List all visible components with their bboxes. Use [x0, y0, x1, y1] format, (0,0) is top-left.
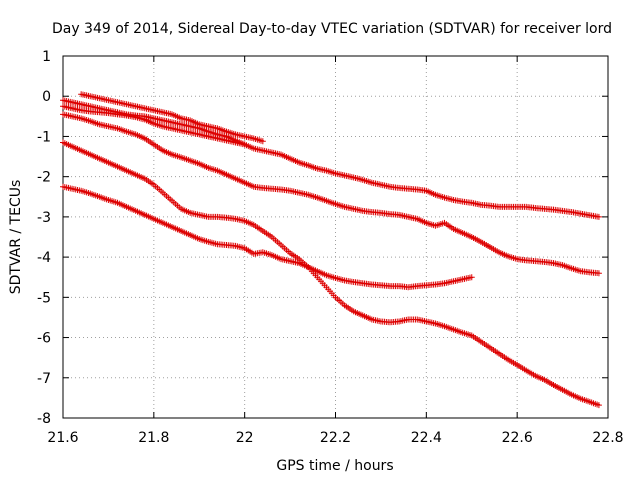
- x-tick-label: 22: [236, 430, 254, 446]
- series-track-f: [60, 183, 475, 291]
- data-point: [468, 274, 475, 281]
- chart-title: Day 349 of 2014, Sidereal Day-to-day VTE…: [52, 21, 612, 37]
- x-axis-label: GPS time / hours: [276, 458, 393, 474]
- data-point: [259, 138, 266, 145]
- y-tick-label: -7: [37, 371, 51, 387]
- y-tick-label: -5: [37, 290, 51, 306]
- x-tick-label: 22.4: [411, 430, 442, 446]
- series-track-c: [60, 111, 602, 277]
- series-track-b: [60, 97, 602, 220]
- y-tick-label: -6: [37, 331, 51, 347]
- x-tick-label: 21.6: [47, 430, 78, 446]
- y-tick-label: -8: [37, 411, 51, 427]
- x-tick-label: 21.8: [138, 430, 169, 446]
- series-track-e: [60, 139, 602, 409]
- data-series: [60, 91, 602, 409]
- series-track-a: [78, 91, 266, 145]
- data-point: [241, 141, 248, 148]
- y-tick-label: -3: [37, 210, 51, 226]
- x-tick-label: 22.6: [502, 430, 533, 446]
- y-tick-label: -1: [37, 129, 51, 145]
- y-tick-label: 1: [42, 49, 51, 65]
- data-point: [595, 213, 602, 220]
- axis-ticks: 21.6 21.8 22 22.2 22.4 22.6 22.8 1 0 -1 -2 -3 -4 -5 -6…: [37, 49, 624, 446]
- y-axis-label: SDTVAR / TECUs: [8, 180, 24, 295]
- y-tick-label: -4: [37, 250, 51, 266]
- series-track-d: [60, 103, 248, 148]
- y-tick-label: -2: [37, 170, 51, 186]
- y-tick-label: 0: [42, 89, 51, 105]
- data-point: [595, 270, 602, 277]
- x-tick-label: 22.2: [320, 430, 351, 446]
- data-point: [595, 402, 602, 409]
- x-tick-label: 22.8: [592, 430, 623, 446]
